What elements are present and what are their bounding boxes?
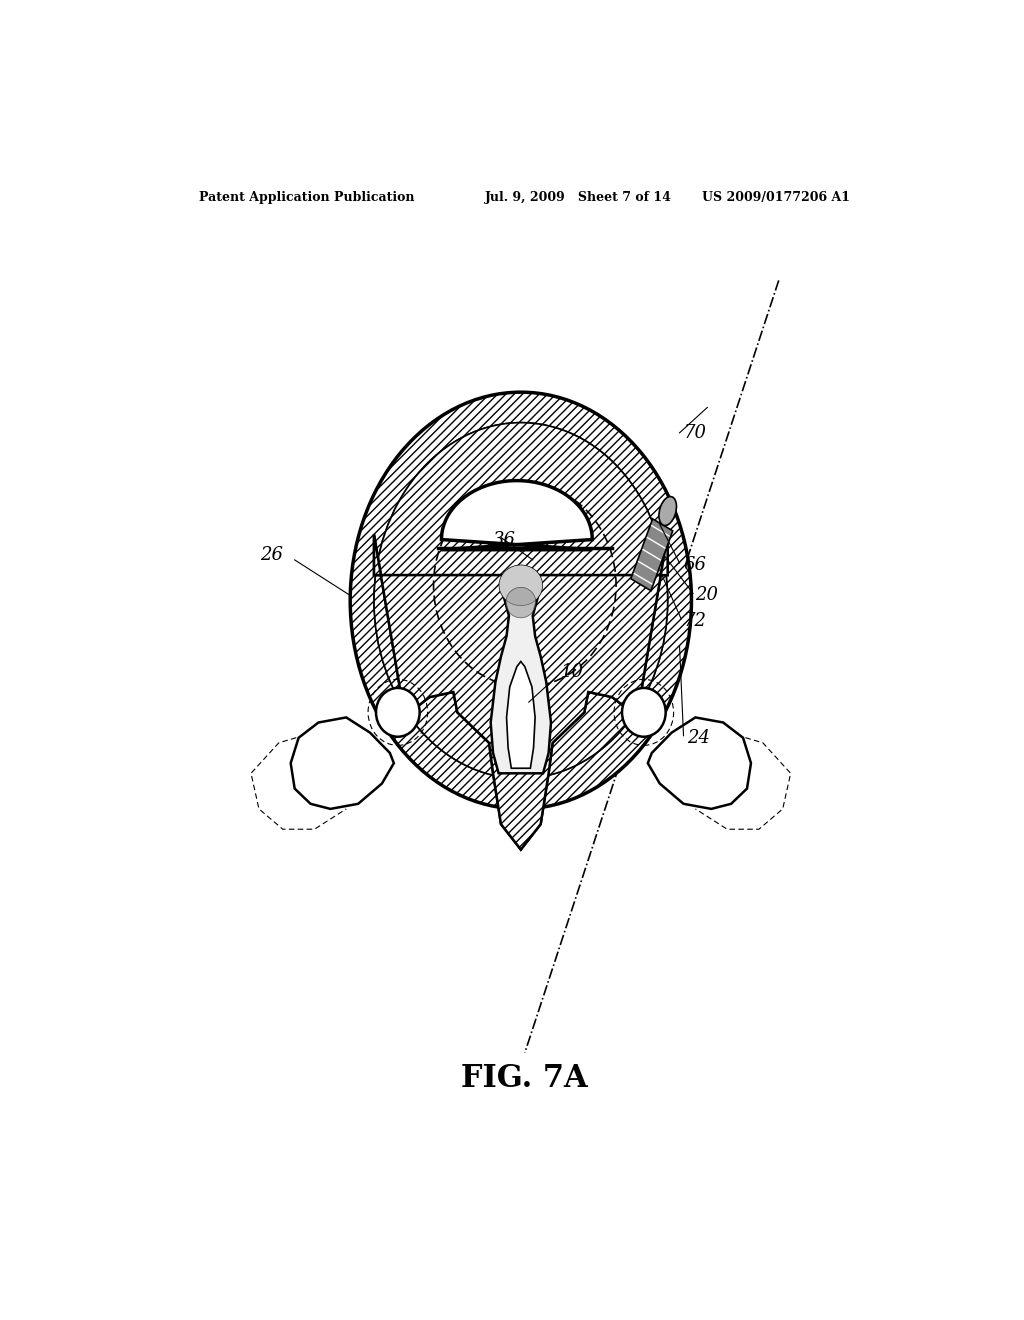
Text: 72: 72: [684, 612, 707, 630]
Text: 66: 66: [684, 556, 707, 574]
Text: Patent Application Publication: Patent Application Publication: [200, 190, 415, 203]
Ellipse shape: [499, 565, 543, 606]
Text: 24: 24: [687, 729, 711, 747]
Text: US 2009/0177206 A1: US 2009/0177206 A1: [702, 190, 850, 203]
Text: 26: 26: [260, 545, 283, 564]
Ellipse shape: [658, 496, 677, 525]
Polygon shape: [631, 519, 673, 591]
Text: 70: 70: [684, 424, 707, 442]
Ellipse shape: [350, 392, 691, 809]
Ellipse shape: [374, 422, 668, 779]
Ellipse shape: [622, 688, 666, 737]
Ellipse shape: [506, 587, 536, 618]
Text: Jul. 9, 2009   Sheet 7 of 14: Jul. 9, 2009 Sheet 7 of 14: [485, 190, 672, 203]
Text: 10: 10: [560, 663, 584, 681]
Polygon shape: [441, 480, 592, 549]
Text: 20: 20: [695, 586, 719, 605]
Polygon shape: [490, 570, 551, 774]
Polygon shape: [291, 718, 394, 809]
Polygon shape: [374, 535, 668, 850]
Ellipse shape: [376, 688, 420, 737]
Text: 36: 36: [494, 531, 516, 549]
Polygon shape: [507, 661, 536, 768]
Ellipse shape: [374, 422, 668, 779]
Polygon shape: [374, 535, 668, 850]
Polygon shape: [648, 718, 751, 809]
Text: FIG. 7A: FIG. 7A: [462, 1063, 588, 1094]
